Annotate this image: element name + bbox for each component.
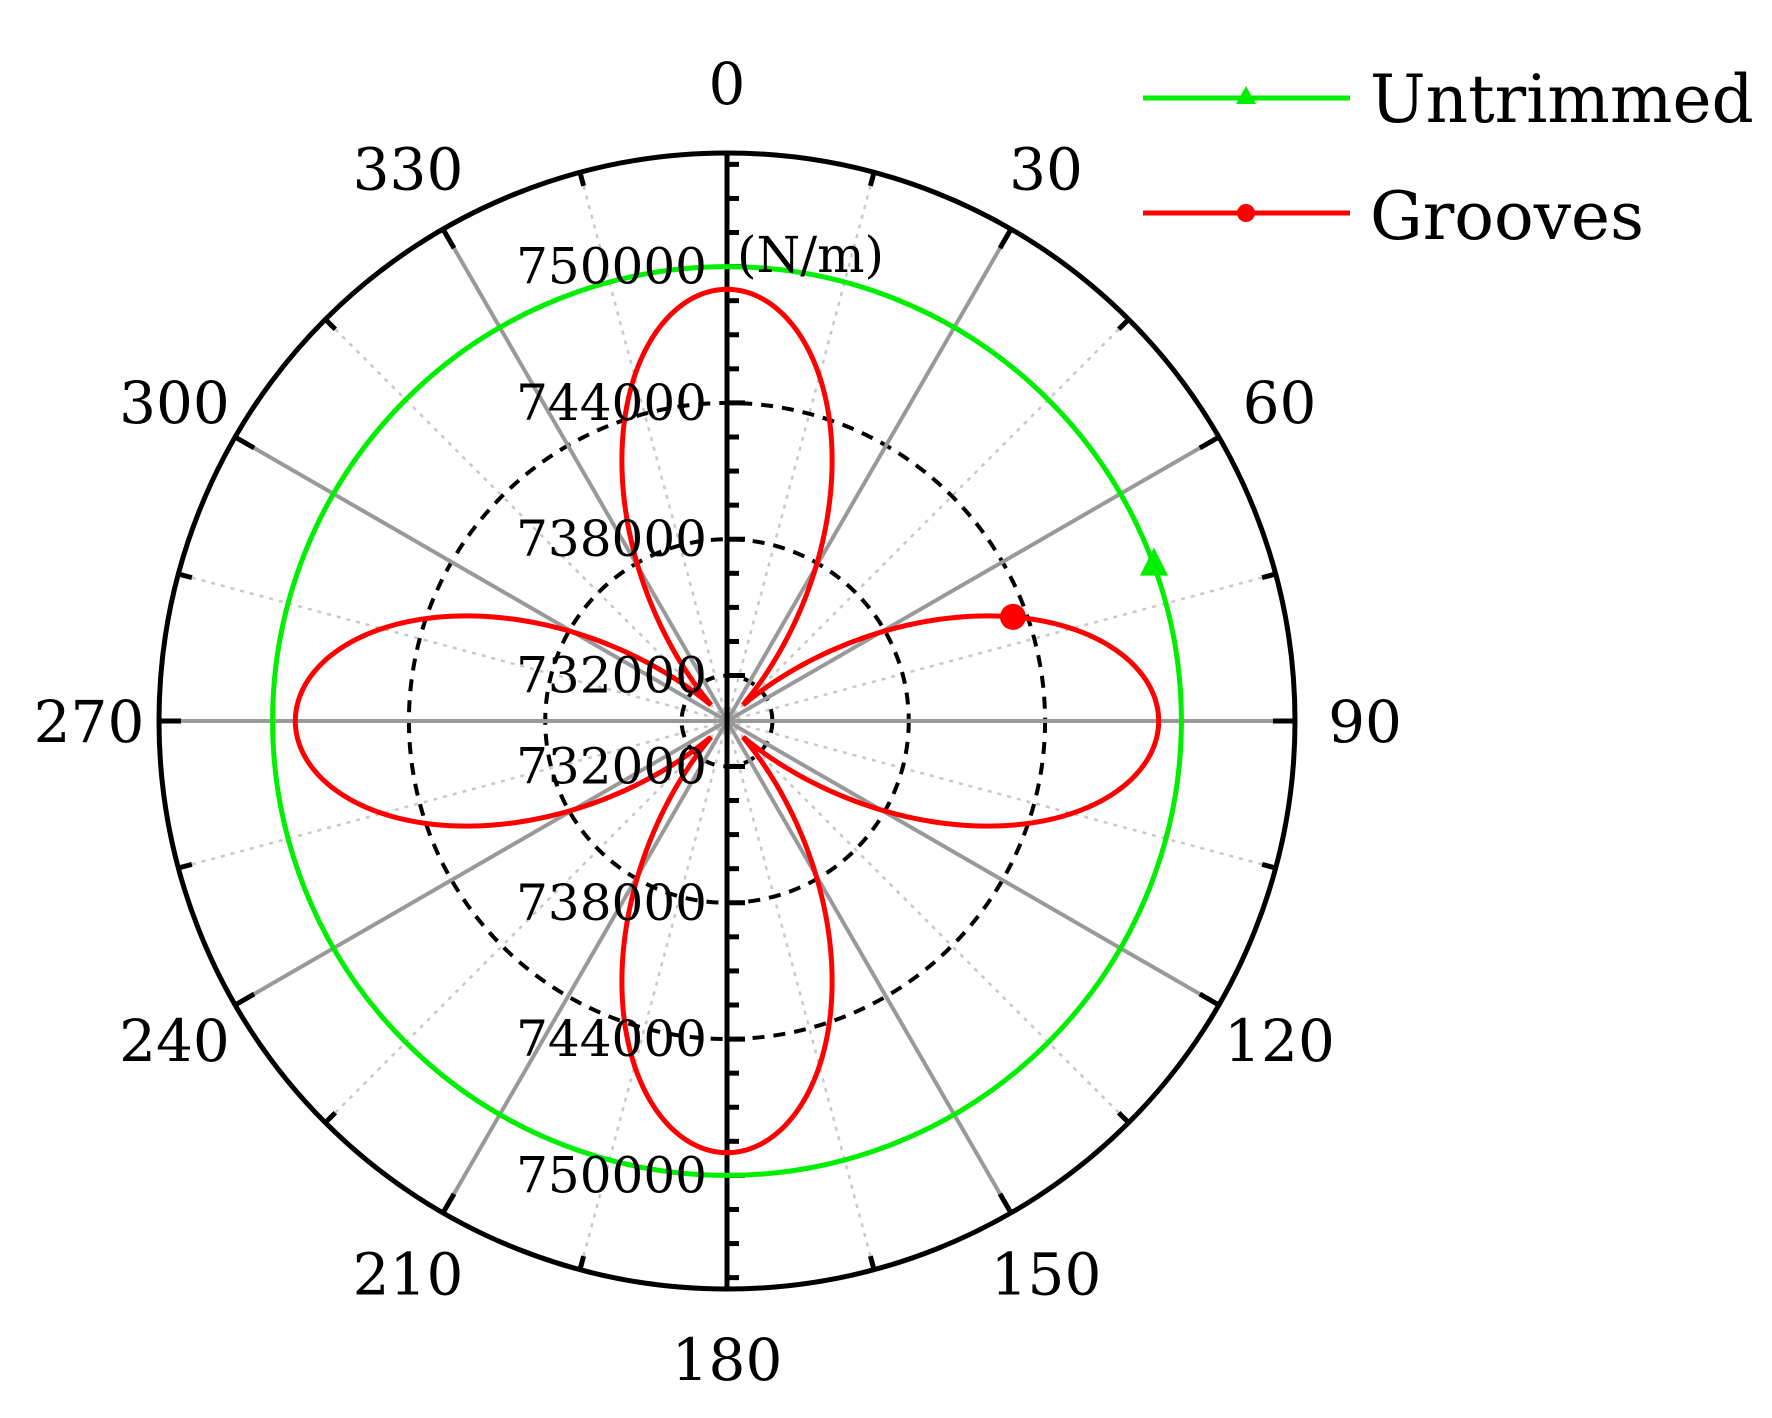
minor-spoke (725, 172, 876, 722)
frame-tick (440, 1192, 457, 1215)
minor-spoke (178, 572, 728, 723)
minor-spoke (726, 719, 1276, 870)
angle-label: 60 (1243, 369, 1317, 437)
radial-label-upper: 750000 (516, 238, 707, 296)
radial-label-upper: 738000 (516, 510, 707, 568)
angle-label: 0 (709, 50, 746, 118)
minor-spoke (725, 720, 876, 1270)
radial-label-lower: 750000 (516, 1146, 707, 1204)
frame-tick (1261, 571, 1277, 581)
frame-tick (577, 171, 587, 187)
minor-spoke (178, 719, 728, 870)
legend: Untrimmed Grooves (1143, 61, 1754, 255)
series-markers (999, 547, 1168, 630)
frame-tick (867, 171, 877, 187)
radial-label-upper: 744000 (516, 374, 707, 432)
frame-tick (323, 317, 338, 332)
angle-label: 90 (1328, 688, 1402, 756)
series-line-untrimmed (270, 264, 1184, 1178)
frame-tick (997, 1192, 1014, 1215)
minor-spoke (324, 720, 728, 1124)
frame-tick (1116, 317, 1131, 332)
angle-label: 300 (119, 369, 230, 437)
major-spoke (725, 228, 1013, 722)
major-spoke (726, 435, 1220, 723)
radial-tick-labels: 750000 744000 738000 732000 732000 738000 7440… (516, 238, 707, 1205)
frame-tick (1198, 991, 1221, 1008)
minor-spoke (578, 172, 729, 722)
major-spoke (234, 435, 728, 723)
frame-tick (440, 227, 457, 250)
minor-spoke (578, 720, 729, 1270)
angle-label: 180 (672, 1326, 783, 1394)
series-line-grooves (292, 286, 1162, 1156)
major-spoke (441, 720, 729, 1214)
frame-tick (1116, 1110, 1131, 1125)
angle-label: 330 (353, 135, 464, 203)
series-lines (270, 264, 1184, 1178)
angle-label: 270 (34, 688, 145, 756)
radial-label-upper: 732000 (516, 647, 707, 705)
frame-tick (323, 1110, 338, 1125)
radial-label-lower: 732000 (516, 737, 707, 795)
frame-tick (1261, 861, 1277, 871)
major-spoke (726, 719, 1220, 1007)
minor-spoke (324, 318, 728, 722)
angle-label: 120 (1224, 1007, 1335, 1075)
legend-marker-triangle-icon (1236, 86, 1256, 104)
angle-tick-labels: 0 30 60 90 120 150 180 210 240 270 300 330 (34, 50, 1402, 1394)
marker-grooves-circle-icon (999, 603, 1026, 630)
frame-tick (177, 861, 193, 871)
legend-label-untrimmed: Untrimmed (1370, 61, 1754, 138)
major-spoke (234, 719, 728, 1007)
angle-label: 30 (1009, 135, 1083, 203)
minor-spoke (726, 572, 1276, 723)
legend-label-grooves: Grooves (1370, 178, 1644, 255)
angle-label: 240 (119, 1007, 230, 1075)
frame-tick (867, 1255, 877, 1271)
unit-label: (N/m) (737, 226, 884, 284)
frame-tick (233, 434, 256, 451)
radial-label-lower: 738000 (516, 874, 707, 932)
angle-label: 210 (353, 1241, 464, 1309)
frame-tick (577, 1255, 587, 1271)
frame-tick (233, 991, 256, 1008)
frame-tick (1198, 434, 1221, 451)
frame-tick (177, 571, 193, 581)
minor-spokes (178, 172, 1276, 1270)
major-spoke (725, 720, 1013, 1214)
major-spoke (441, 228, 729, 722)
frame-tick (997, 227, 1014, 250)
radial-label-lower: 744000 (516, 1010, 707, 1068)
angle-label: 150 (991, 1241, 1102, 1309)
marker-untrimmed-triangle-icon (1139, 547, 1168, 576)
minor-spoke (726, 318, 1130, 722)
minor-spoke (726, 720, 1130, 1124)
legend-marker-circle-icon (1237, 204, 1255, 222)
